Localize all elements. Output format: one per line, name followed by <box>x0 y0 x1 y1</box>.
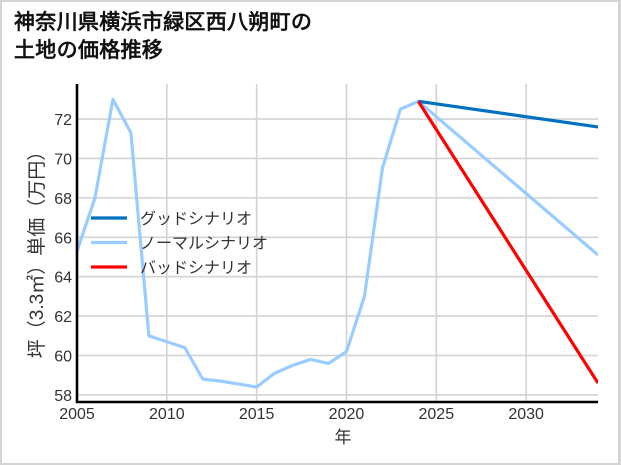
x-tick-label: 2015 <box>239 406 275 423</box>
x-tick-label: 2005 <box>59 406 95 423</box>
x-tick-label: 2030 <box>508 406 544 423</box>
y-tick-label: 60 <box>54 349 72 366</box>
legend-label: グッドシナリオ <box>140 210 252 228</box>
y-tick-label: 58 <box>54 388 72 405</box>
x-axis-tick-labels: 2005 2010 2015 2020 2025 2030 <box>59 406 544 423</box>
series-line-0 <box>418 99 598 129</box>
legend-label: バッドシナリオ <box>140 260 252 277</box>
legend-item: グッドシナリオ <box>91 210 252 228</box>
y-tick-label: 62 <box>54 309 72 326</box>
series-line-2 <box>416 100 598 384</box>
chart-title-line-2: 土地の価格推移 <box>14 39 164 62</box>
legend-label: ノーマルシナリオ <box>140 236 268 253</box>
legend-item: ノーマルシナリオ <box>91 236 268 253</box>
y-tick-label: 70 <box>54 151 72 168</box>
x-tick-label: 2010 <box>149 406 185 423</box>
axis-spines <box>75 84 598 404</box>
x-tick-label: 2025 <box>419 406 455 423</box>
y-axis-label: 坪（3.3㎡）単価（万円） <box>25 142 48 358</box>
series-line-1 <box>77 97 598 389</box>
legend-item: バッドシナリオ <box>91 260 252 277</box>
x-axis-label: 年 <box>335 428 352 447</box>
plot-series <box>77 97 598 389</box>
chart-title: 神奈川県横浜市緑区西八朔町の 土地の価格推移 <box>14 9 312 65</box>
y-axis-tick-labels: 58 60 62 64 66 68 70 72 <box>54 112 72 405</box>
y-tick-label: 72 <box>54 112 72 129</box>
chart-title-line-1: 神奈川県横浜市緑区西八朔町の <box>14 11 313 34</box>
grid-lines <box>76 84 598 402</box>
y-tick-label: 66 <box>54 230 72 247</box>
x-tick-label: 2020 <box>329 406 365 423</box>
y-tick-label: 64 <box>54 270 72 287</box>
y-tick-label: 68 <box>54 191 72 208</box>
